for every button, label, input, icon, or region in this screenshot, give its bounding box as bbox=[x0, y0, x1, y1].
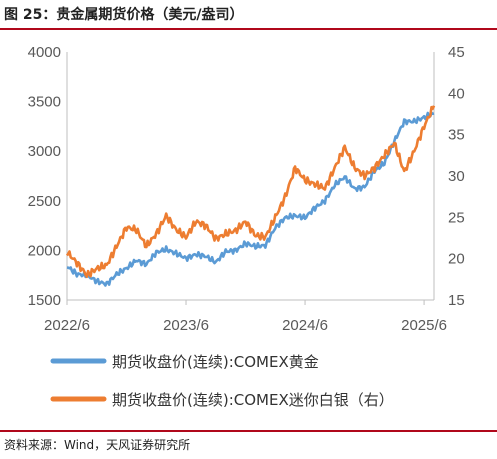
source-divider bbox=[0, 430, 497, 432]
legend-label-silver: 期货收盘价(连续):COMEX迷你白银（右） bbox=[112, 391, 394, 409]
left-tick-label: 4000 bbox=[28, 44, 61, 61]
silver-series-line bbox=[65, 105, 436, 278]
figure-title: 图 25：贵金属期货价格（美元/盎司） bbox=[4, 7, 244, 23]
left-tick-label: 3500 bbox=[28, 94, 61, 111]
right-tick-label: 30 bbox=[448, 168, 465, 185]
gold-series-line bbox=[66, 111, 435, 287]
legend-label-gold: 期货收盘价(连续):COMEX黄金 bbox=[112, 353, 319, 371]
x-tick-label: 2024/6 bbox=[282, 317, 328, 334]
x-tick-label: 2023/6 bbox=[163, 317, 209, 334]
right-tick-label: 25 bbox=[448, 209, 465, 226]
right-tick-label: 45 bbox=[448, 44, 465, 61]
right-tick-label: 40 bbox=[448, 85, 465, 102]
left-tick-label: 2000 bbox=[28, 242, 61, 259]
left-tick-label: 2500 bbox=[28, 193, 61, 210]
right-tick-label: 15 bbox=[448, 292, 465, 309]
title-divider bbox=[0, 28, 497, 30]
left-tick-label: 3000 bbox=[28, 143, 61, 160]
right-tick-label: 35 bbox=[448, 127, 465, 144]
left-tick-label: 1500 bbox=[28, 292, 61, 309]
source-note: 资料来源：Wind，天风证券研究所 bbox=[4, 438, 191, 452]
x-tick-label: 2025/6 bbox=[401, 317, 447, 334]
x-tick-label: 2022/6 bbox=[44, 317, 90, 334]
right-tick-label: 20 bbox=[448, 251, 465, 268]
